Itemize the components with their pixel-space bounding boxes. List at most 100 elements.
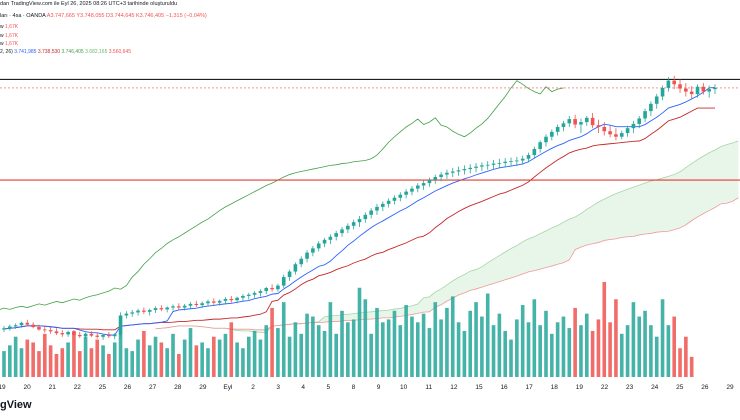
candle-body (258, 291, 263, 293)
x-tick-label: Eyl (223, 384, 233, 391)
volume-bar (8, 345, 12, 377)
volume-bar (643, 310, 647, 377)
volume-bar (217, 339, 222, 377)
candle-body (386, 200, 391, 204)
senkou-a-value: 3.682,165 (85, 49, 108, 55)
tenkan-line (3, 86, 716, 336)
candle-body (305, 252, 309, 259)
legend-label: w (0, 41, 4, 47)
volume-bar (340, 310, 344, 377)
candle-body (480, 165, 484, 167)
candle-body (8, 326, 12, 329)
kijun-value: 3.738,530 (37, 49, 61, 55)
volume-bar (305, 313, 309, 377)
candle-body (177, 306, 181, 308)
volume-bar (252, 330, 257, 377)
candle-body (182, 305, 187, 308)
candle-body (631, 123, 636, 129)
volume-bar (13, 336, 18, 377)
candle-body (497, 162, 502, 164)
chikou-value: 3.746,405 (61, 49, 84, 55)
x-tick-label: 20 (23, 384, 31, 391)
candle-body (485, 164, 490, 166)
candle-body (526, 155, 531, 159)
candle-body (48, 330, 53, 332)
candle-body (235, 297, 239, 301)
x-tick-label: 19 (576, 384, 584, 391)
horizontal-lines[interactable] (0, 78, 740, 181)
volume-bar (625, 325, 630, 377)
volume-bar (480, 316, 484, 377)
volume-bar (468, 310, 473, 377)
candle-body (404, 191, 408, 195)
volume-bar (497, 313, 502, 377)
x-tick-label: 21 (49, 384, 57, 391)
candle-body (684, 88, 688, 92)
volume-bar (462, 330, 467, 377)
candle-body (31, 324, 35, 328)
candle-body (695, 86, 700, 95)
legend-value: 1,67K (5, 24, 19, 30)
volume-bar (293, 322, 298, 377)
volume-bar (2, 351, 6, 377)
volume-bar (19, 348, 24, 377)
candle-body (83, 333, 88, 337)
volume-bar (445, 307, 449, 377)
volume-bar (567, 328, 572, 377)
volume-bar (264, 325, 269, 377)
volume-bar (584, 313, 589, 377)
candle-body (200, 303, 204, 306)
candle-body (77, 334, 82, 337)
candle-body (42, 329, 47, 331)
volume-bar (509, 339, 513, 377)
candle-body (101, 334, 105, 337)
candle-body (130, 312, 135, 314)
legend-row[interactable]: w 1,67K (0, 24, 18, 30)
volume-bar (544, 310, 548, 377)
candle-body (194, 303, 199, 306)
volume-bar (579, 325, 583, 377)
candle-body (2, 328, 6, 330)
volume-bar (363, 299, 368, 377)
ichimoku-legend[interactable]: 2, 26) 3.741,985 3.738,530 3.746,405 3.6… (0, 49, 131, 55)
candle-body (287, 271, 292, 278)
volume-bar (229, 322, 234, 377)
legend-row[interactable]: w 1,67K (0, 41, 18, 47)
candle-body (153, 308, 158, 310)
legend-row[interactable]: w 1,67K (0, 33, 18, 39)
candle-body (281, 277, 286, 286)
volume-bar (281, 302, 286, 377)
volume-bar (450, 296, 455, 377)
volume-bar (538, 325, 542, 377)
candle-body (89, 333, 94, 336)
candle-body (579, 122, 583, 125)
volume-bar (503, 330, 508, 377)
volume-bar (351, 319, 356, 377)
candle-body (608, 131, 612, 135)
volume-bar (427, 328, 432, 377)
volume-bar (433, 302, 438, 377)
candle-body (439, 174, 443, 177)
candle-body (293, 264, 298, 272)
candle-body (299, 258, 304, 265)
x-tick-label: 17 (526, 384, 534, 391)
volume-bar (37, 351, 41, 377)
x-tick-label: 4 (301, 384, 305, 391)
volume-bar (421, 313, 426, 377)
candle-body (322, 239, 327, 244)
volume-bar (532, 299, 537, 377)
candle-body (188, 303, 193, 306)
candle-body (619, 133, 624, 137)
volume-bar (602, 282, 607, 377)
chikou-line (0, 80, 564, 310)
candle-body (165, 307, 169, 310)
x-tick-label: 8 (352, 384, 356, 391)
volume-bar (246, 336, 251, 377)
volume-bar (474, 302, 478, 377)
x-tick-label: 12 (450, 384, 458, 391)
volume-bar (299, 333, 304, 377)
candle-body (95, 335, 100, 337)
legend-label: w (0, 33, 4, 39)
candle-body (118, 315, 123, 335)
